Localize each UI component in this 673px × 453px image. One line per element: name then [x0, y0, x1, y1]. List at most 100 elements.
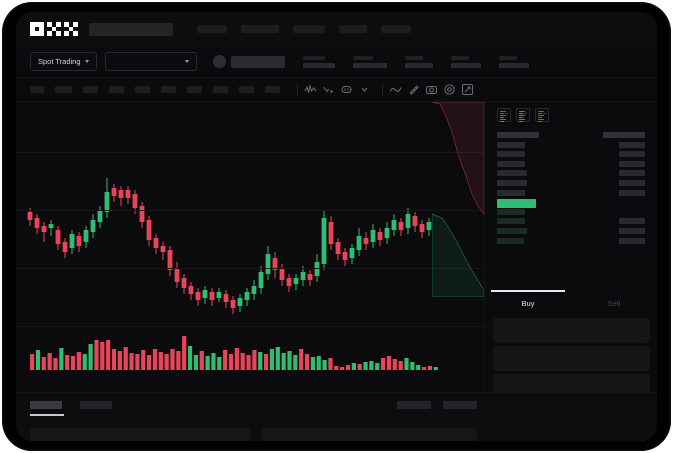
timeframe-button-7[interactable]: [213, 86, 228, 93]
timeframe-button-4[interactable]: [135, 86, 150, 93]
compare-icon[interactable]: [322, 83, 335, 96]
search-input[interactable]: [89, 22, 173, 36]
orders-panel: [16, 392, 657, 441]
candle-29: [230, 300, 236, 308]
timeframe-button-2[interactable]: [83, 86, 98, 93]
ob-price-cell: [497, 189, 525, 196]
orders-tab-0[interactable]: [30, 401, 62, 409]
order-book-panel: Buy Sell: [485, 102, 657, 441]
tab-buy[interactable]: Buy: [485, 290, 571, 316]
candlestick-series: [27, 178, 432, 314]
order-book-bid-row-0[interactable]: [485, 207, 657, 217]
candle-53: [398, 222, 404, 230]
chevron-down-icon[interactable]: [358, 83, 371, 96]
order-input-1[interactable]: [493, 346, 650, 371]
asks-icon[interactable]: [535, 108, 549, 122]
orders-action-0[interactable]: [397, 401, 431, 409]
trading-pair-selector[interactable]: [104, 52, 197, 71]
camera-icon[interactable]: [425, 83, 438, 96]
market-stats: [285, 55, 529, 68]
candle-18: [153, 238, 159, 248]
nav-link-2[interactable]: [293, 25, 325, 33]
nav-link-1[interactable]: [241, 25, 279, 33]
order-book-ask-row-5[interactable]: [485, 188, 657, 198]
price-chart[interactable]: [16, 102, 485, 392]
volume-bar-36: [240, 353, 245, 370]
stat-label: [498, 55, 517, 60]
volume-bar-11: [94, 340, 99, 370]
order-book-header[interactable]: [485, 130, 657, 140]
volume-bar-69: [433, 367, 438, 370]
candle-48: [363, 238, 369, 244]
nav-link-0[interactable]: [197, 25, 227, 33]
timeframe-button-5[interactable]: [161, 86, 176, 93]
volume-bar-32: [217, 357, 222, 370]
timeframe-button-1[interactable]: [55, 86, 72, 93]
depth-chart-overlay: [432, 102, 484, 297]
volume-bar-45: [293, 355, 298, 370]
candle-33: [258, 272, 264, 288]
volume-bar-19: [141, 350, 146, 370]
candle-57: [426, 222, 432, 230]
stat-value: [352, 62, 387, 68]
order-book-ask-row-0[interactable]: [485, 140, 657, 150]
order-book-bid-row-1[interactable]: [485, 216, 657, 226]
orders-action-1[interactable]: [443, 401, 477, 409]
orders-tab-1[interactable]: [80, 401, 112, 409]
tab-sell-label: Sell: [607, 298, 621, 308]
timeframe-button-3[interactable]: [109, 86, 124, 93]
market-stat-2: [404, 55, 433, 68]
volume-bar-18: [135, 354, 140, 370]
candle-1: [34, 218, 40, 228]
volume-bar-5: [59, 348, 64, 370]
indicator-wave-icon[interactable]: [304, 83, 317, 96]
candle-47: [356, 236, 362, 250]
order-book-ask-row-2[interactable]: [485, 159, 657, 169]
candle-50: [377, 232, 383, 240]
candle-32: [251, 286, 257, 294]
logo-k-glyph: [47, 22, 61, 36]
orders-tabs: [30, 401, 112, 409]
nav-link-4[interactable]: [381, 25, 411, 33]
settings-icon[interactable]: [443, 83, 456, 96]
order-book-bid-row-2[interactable]: [485, 226, 657, 236]
active-tab-indicator: [30, 414, 64, 416]
volume-bar-13: [106, 340, 111, 370]
line-chart-icon[interactable]: [389, 83, 402, 96]
nav-link-3[interactable]: [339, 25, 367, 33]
ob-price-cell: [497, 218, 525, 225]
candle-38: [293, 278, 299, 284]
stat-label: [302, 55, 325, 60]
order-book-spread-row[interactable]: [485, 197, 657, 209]
bids-icon[interactable]: [516, 108, 530, 122]
order-input-0[interactable]: [493, 318, 650, 343]
stat-label: [404, 55, 423, 60]
volume-bar-42: [275, 347, 280, 370]
ob-amount-cell: [619, 227, 645, 234]
fullscreen-icon[interactable]: [461, 83, 474, 96]
tab-sell[interactable]: Sell: [571, 290, 657, 316]
timeframe-button-8[interactable]: [239, 86, 254, 93]
volume-bar-38: [252, 350, 257, 370]
candle-43: [328, 222, 334, 244]
volume-bar-22: [158, 352, 163, 370]
order-book-bid-row-3[interactable]: [485, 236, 657, 246]
timeframe-button-6[interactable]: [187, 86, 202, 93]
buy-sell-tabs: Buy Sell: [485, 290, 657, 316]
volume-bar-23: [164, 354, 169, 370]
text-tool-icon[interactable]: [340, 83, 353, 96]
both-icon[interactable]: [497, 108, 511, 122]
volume-bar-60: [381, 358, 386, 370]
order-book-ask-row-3[interactable]: [485, 168, 657, 178]
volume-bar-46: [299, 349, 304, 370]
order-book-ask-row-1[interactable]: [485, 149, 657, 159]
candle-35: [272, 258, 278, 270]
trading-mode-selector[interactable]: Spot Trading: [30, 52, 97, 71]
okx-logo[interactable]: [30, 22, 78, 36]
volume-bar-17: [129, 353, 134, 370]
timeframe-button-9[interactable]: [265, 86, 280, 93]
ob-amount-cell: [619, 237, 645, 244]
order-book-ask-row-4[interactable]: [485, 178, 657, 188]
timeframe-button-0[interactable]: [30, 86, 44, 93]
ruler-icon[interactable]: [407, 83, 420, 96]
